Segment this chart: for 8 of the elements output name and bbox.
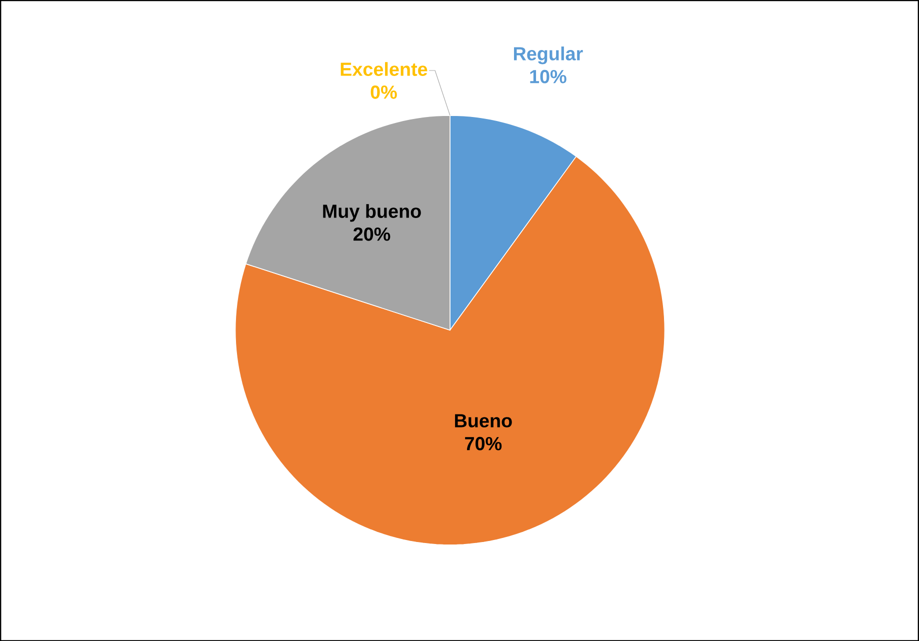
text: 0% <box>370 85 397 99</box>
category-label: Excelente <box>340 62 428 76</box>
slice-label: Muy bueno <box>323 204 421 222</box>
data-label: 20% <box>354 227 390 241</box>
data-label: 10% <box>530 70 566 84</box>
slice-label: Bueno <box>455 414 512 428</box>
slice-label: Regular <box>514 46 583 64</box>
data-label: 70% <box>465 436 502 450</box>
